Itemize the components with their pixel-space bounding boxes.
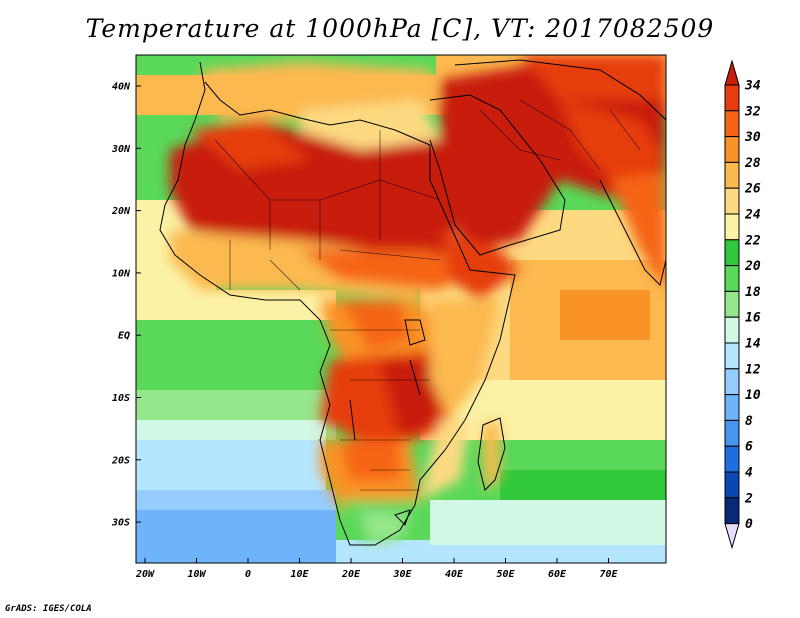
- colorbar-swatch: [724, 187, 740, 215]
- colorbar-swatch: [724, 342, 740, 370]
- lon-label: 20W: [135, 569, 155, 580]
- colorbar-top-arrow: [724, 59, 740, 86]
- colorbar-label: 12: [745, 362, 761, 377]
- coastline-outlines: [159, 59, 666, 546]
- colorbar-swatch: [724, 471, 740, 499]
- lon-label: 30E: [392, 569, 412, 580]
- lat-label: 20S: [111, 455, 130, 466]
- colorbar-label: 34: [744, 79, 761, 94]
- lat-label: 10S: [112, 393, 130, 404]
- colorbar-swatch: [724, 84, 740, 112]
- colorbar-label: 16: [745, 311, 761, 326]
- colorbar-label: 4: [745, 466, 753, 481]
- lat-label: 40N: [112, 82, 131, 93]
- lon-label: 10E: [290, 569, 309, 580]
- colorbar-label: 14: [745, 337, 761, 352]
- colorbar-label: 30: [744, 130, 761, 145]
- colorbar-swatch: [724, 445, 740, 473]
- colorbar-label: 20: [744, 259, 761, 274]
- colorbar-swatch: [724, 136, 740, 163]
- colorbar-label: 0: [745, 517, 753, 532]
- lon-label: 0: [245, 569, 251, 580]
- lon-label: 10W: [187, 569, 206, 580]
- colorbar-swatch: [724, 239, 740, 267]
- lon-label: 60E: [548, 569, 567, 580]
- lat-label: 20N: [111, 206, 131, 217]
- lon-label: 20E: [341, 569, 361, 580]
- colorbar-swatch: [724, 368, 740, 396]
- map-title: Temperature at 1000hPa [C], VT: 20170825…: [85, 14, 715, 43]
- colorbar-label: 26: [744, 182, 761, 197]
- temperature-field: [136, 55, 666, 563]
- colorbar-swatch: [724, 497, 740, 525]
- lat-label: EQ: [118, 331, 130, 342]
- colorbar-swatch: [724, 161, 740, 189]
- lat-label: 30N: [111, 144, 131, 155]
- colorbar-bottom-arrow: [724, 523, 740, 550]
- colorbar-swatch: [724, 110, 740, 138]
- grads-credit: GrADS: IGES/COLA: [5, 604, 92, 614]
- colorbar-label: 18: [745, 285, 761, 300]
- longitude-axis: 20W 10W 0 10E 20E 30E 40E 50E 60E 70E: [135, 558, 619, 580]
- colorbar-swatch: [724, 290, 740, 318]
- colorbar-label: 8: [745, 414, 753, 429]
- colorbar-label: 22: [744, 233, 761, 248]
- lon-label: 70E: [599, 569, 618, 580]
- lat-label: 30S: [111, 518, 130, 529]
- country-borders: [214, 99, 641, 491]
- colorbar-swatch: [724, 419, 740, 447]
- latitude-axis: 40N 30N 20N 10N EQ 10S 20S 30S: [111, 82, 141, 529]
- lon-label: 50E: [496, 569, 515, 580]
- colorbar-label: 2: [744, 491, 753, 506]
- lon-label: 40E: [445, 569, 464, 580]
- colorbar-swatch: [724, 265, 740, 292]
- colorbar-label: 10: [745, 388, 761, 403]
- lat-label: 10N: [112, 268, 131, 279]
- colorbar-swatch: [724, 316, 740, 344]
- colorbar-swatch: [724, 213, 740, 241]
- colorbar-label: 6: [745, 440, 753, 455]
- colorbar-label: 28: [744, 156, 761, 171]
- colorbar-swatch: [724, 394, 740, 421]
- colorbar-label: 24: [744, 208, 761, 223]
- plot-frame: [135, 54, 667, 564]
- colorbar-label: 32: [744, 104, 761, 119]
